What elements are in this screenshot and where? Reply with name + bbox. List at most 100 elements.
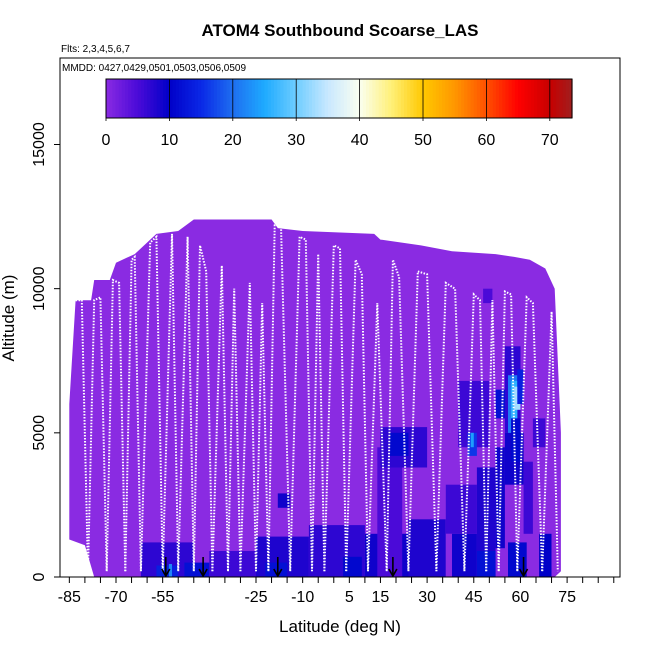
colorbar-segment (308, 79, 313, 118)
colorbar-segment (451, 79, 456, 118)
colorbar-segment (508, 79, 513, 118)
data-cell (209, 551, 256, 577)
colorbar-segment (559, 79, 564, 118)
colorbar-segment (533, 79, 538, 118)
flight-profile (435, 281, 466, 572)
colorbar-segment (324, 79, 329, 118)
colorbar-segment (112, 79, 117, 118)
data-cell (483, 288, 493, 304)
flight-profile (289, 235, 313, 572)
data-cell (508, 542, 527, 577)
data-cell (517, 369, 524, 404)
colorbar-tick-label: 70 (541, 132, 559, 149)
colorbar-segment (147, 79, 151, 118)
colorbar-segment (337, 79, 342, 118)
colorbar-segment (137, 79, 142, 118)
colorbar-segment (128, 79, 132, 118)
colorbar-segment (556, 79, 560, 118)
colorbar-segment (365, 79, 370, 118)
colorbar-segment (166, 79, 170, 118)
y-axis: 0 5000 10000 15000 (31, 122, 60, 581)
flight-profile (497, 289, 519, 572)
dates-note: MMDD: 0427,0429,0501,0503,0506,0509 (62, 63, 246, 74)
colorbar-segment (391, 79, 396, 118)
colorbar-segment (346, 79, 351, 118)
colorbar-segment (562, 79, 567, 118)
colorbar-segment (169, 79, 174, 118)
colorbar-segment (476, 79, 481, 118)
x-tick-label: -10 (291, 589, 314, 606)
colorbar-segment (261, 79, 266, 118)
colorbar-segment (131, 79, 136, 118)
colorbar-segment (280, 79, 285, 118)
colorbar-segment (251, 79, 256, 118)
flight-profile (177, 236, 195, 572)
colorbar-segment (264, 79, 269, 118)
colorbar-segment (454, 79, 459, 118)
colorbar-segment (543, 79, 548, 118)
colorbar-segment (540, 79, 545, 118)
colorbar-segment (121, 79, 126, 118)
y-axis-label: Altitude (m) (0, 275, 18, 362)
colorbar-segment (521, 79, 526, 118)
y-tick-label: 10000 (31, 266, 48, 311)
data-cell (445, 484, 477, 534)
colorbar-segment (394, 79, 399, 118)
colorbar-segment (505, 79, 510, 118)
colorbar-segment (220, 79, 224, 118)
flight-profile (139, 234, 164, 572)
colorbar-segment (134, 79, 139, 118)
colorbar-segment (448, 79, 453, 118)
flight-profile (255, 303, 270, 572)
x-tick-label: 15 (372, 589, 390, 606)
flight-profile (192, 245, 214, 572)
colorbar-segment (204, 79, 209, 118)
colorbar-segment (321, 79, 326, 118)
colorbar-segment (461, 79, 465, 118)
colorbar-segment (527, 79, 532, 118)
colorbar-segment (350, 79, 354, 118)
colorbar-segment (549, 79, 554, 118)
data-cell (343, 556, 362, 577)
colorbar-segment (315, 79, 319, 118)
colorbar-segment (502, 79, 507, 118)
colorbar-segment (518, 79, 522, 118)
colorbar-segment (359, 79, 364, 118)
marker-arrow-head (273, 568, 283, 577)
colorbar-segment (388, 79, 392, 118)
y-tick-label: 5000 (31, 415, 48, 451)
colorbar-segment (156, 79, 161, 118)
colorbar-segment (552, 79, 557, 118)
flight-profile (323, 243, 348, 572)
colorbar-segment (480, 79, 484, 118)
colorbar-segment (470, 79, 475, 118)
data-cell (168, 564, 172, 577)
flight-profile (161, 233, 180, 572)
flights-note: Flts: 2,3,4,5,6,7 (61, 44, 130, 55)
colorbar-segment (178, 79, 183, 118)
colorbar-segment (384, 79, 389, 118)
colorbar-segment (340, 79, 345, 118)
colorbar-segment (483, 79, 488, 118)
colorbar-segment (286, 79, 291, 118)
flight-profile (239, 282, 257, 572)
x-tick-label: -85 (58, 589, 81, 606)
colorbar-segment (432, 79, 437, 118)
colorbar-segment (537, 79, 541, 118)
x-tick-label: -25 (244, 589, 267, 606)
colorbar-segment (410, 79, 415, 118)
colorbar-segment (274, 79, 278, 118)
x-tick-label: 5 (345, 589, 354, 606)
y-tick-label: 15000 (31, 122, 48, 167)
colorbar-segment (210, 79, 215, 118)
colorbar-segment (429, 79, 434, 118)
data-cell (539, 533, 552, 577)
colorbar-segment (125, 79, 129, 118)
colorbar-segment (435, 79, 440, 118)
data-cell (511, 418, 521, 462)
colorbar-tick-label: 50 (414, 132, 432, 149)
colorbar-segment (362, 79, 367, 118)
colorbar-segment (473, 79, 478, 118)
colorbar-segment (318, 79, 323, 118)
colorbar-tick-label: 40 (351, 132, 369, 149)
